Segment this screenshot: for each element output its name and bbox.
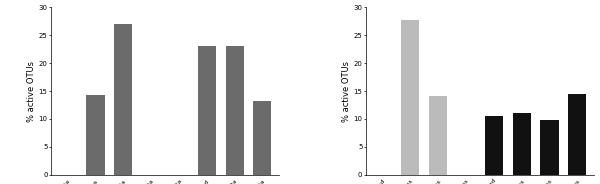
Bar [86, 95, 104, 175]
Bar [114, 24, 133, 175]
Bar [253, 101, 271, 175]
Bar [485, 116, 503, 175]
Bar [568, 94, 586, 175]
Bar [226, 46, 244, 175]
Bar [401, 20, 419, 175]
Bar [541, 120, 559, 175]
Y-axis label: % active OTUs: % active OTUs [27, 61, 36, 122]
Y-axis label: % active OTUs: % active OTUs [341, 61, 350, 122]
Bar [429, 95, 447, 175]
Bar [198, 46, 216, 175]
Bar [512, 113, 531, 175]
